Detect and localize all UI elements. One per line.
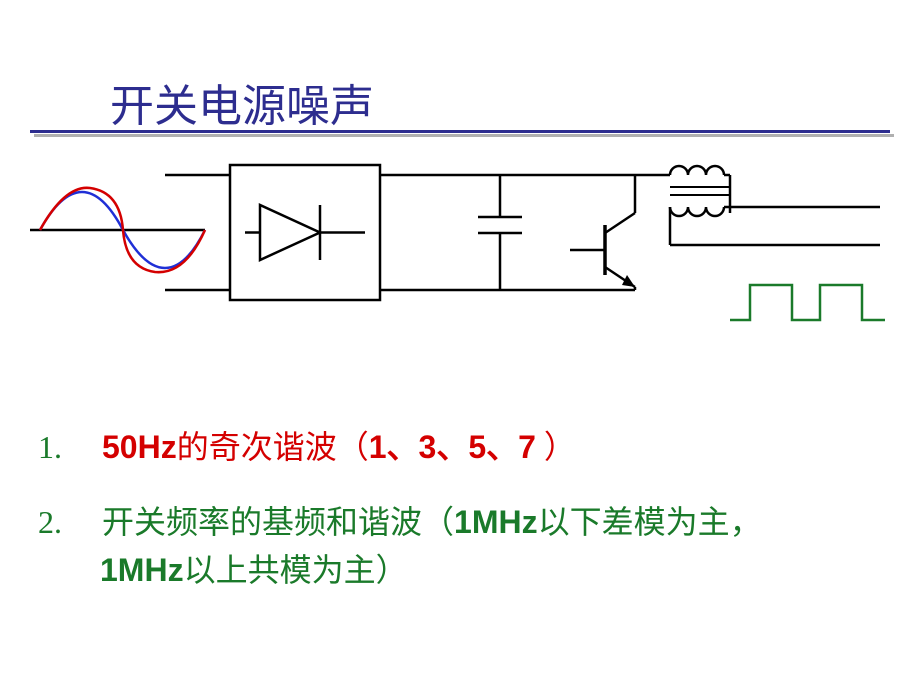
diode-triangle	[260, 205, 320, 260]
bullet-2-l2-seg-0: 1MHz	[100, 552, 184, 588]
bullet-1-num: 1.	[38, 429, 62, 465]
slide-title: 开关电源噪声	[110, 70, 374, 134]
bullet-1-seg-0: 50Hz	[102, 429, 177, 465]
bullet-1-seg-1: 的奇次谐波（	[177, 429, 369, 465]
circuit-diagram	[30, 155, 890, 345]
title-underline-shadow	[34, 134, 894, 137]
txfmr-secondary	[670, 207, 724, 216]
bullet-1-seg-3: ）	[536, 429, 576, 465]
title-underline	[30, 130, 890, 133]
bullet-2-l2-seg-1: 以上共模为主）	[184, 552, 408, 588]
bullet-2-seg-0: 开关频率的基频和谐波（	[102, 504, 454, 540]
square-wave	[730, 285, 885, 320]
bullet-2-seg-1: 1MHz	[454, 504, 538, 540]
bullet-2-num: 2.	[38, 504, 62, 540]
txfmr-primary	[670, 166, 724, 175]
bullet-1-seg-2: 1、3、5、7	[369, 429, 536, 465]
bullet-1: 1. 50Hz的奇次谐波（1、3、5、7 ）	[38, 425, 576, 470]
bullet-2-line2: 1MHz以上共模为主）	[100, 548, 408, 593]
bjt-collector	[605, 213, 635, 233]
bullet-2-seg-2: 以下差模为主，	[538, 504, 762, 540]
bullet-2: 2. 开关频率的基频和谐波（1MHz以下差模为主，	[38, 500, 762, 545]
